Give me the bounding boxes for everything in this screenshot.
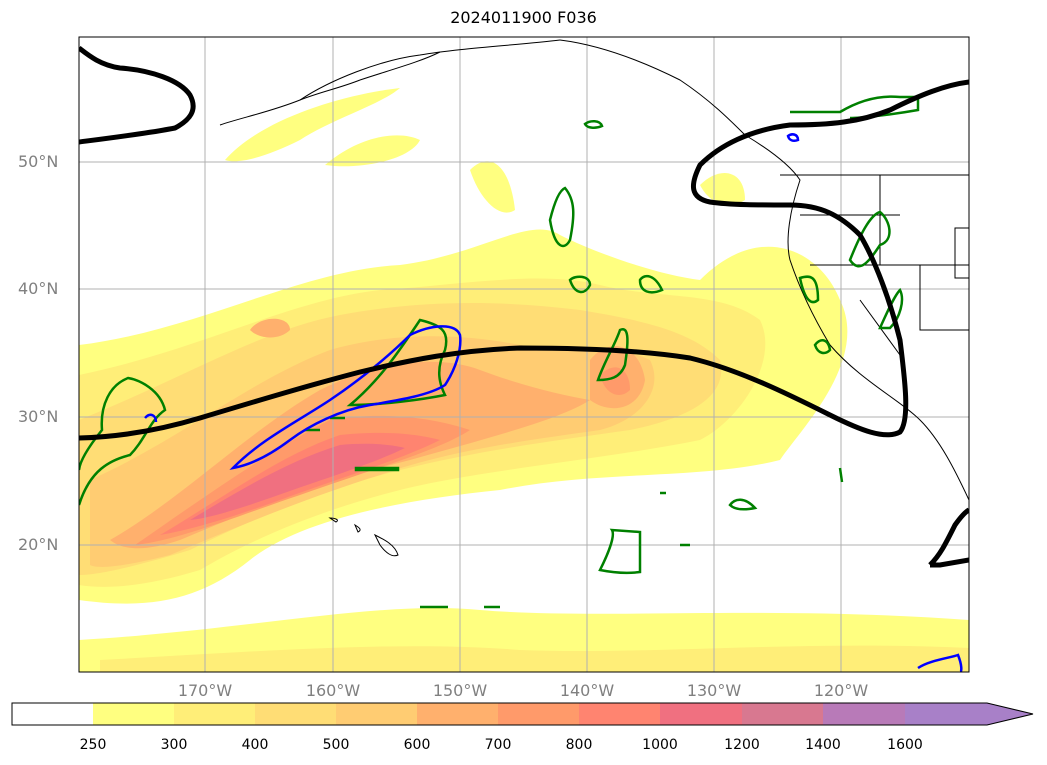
lat-label-30n: 30°N xyxy=(18,407,59,426)
lon-label-130w: 130°W xyxy=(686,681,742,700)
colorbar-tick-label: 1600 xyxy=(887,737,923,753)
colorbar-tick-label: 400 xyxy=(241,737,269,753)
black-contours xyxy=(79,46,969,568)
lat-label-40n: 40°N xyxy=(18,279,59,298)
colorbar-tick-label: 800 xyxy=(565,737,593,753)
lon-label-150w: 150°W xyxy=(432,681,488,700)
colorbar-tick-label: 1200 xyxy=(724,737,760,753)
lat-label-50n: 50°N xyxy=(18,152,59,171)
lat-label-20n: 20°N xyxy=(18,535,59,554)
graticule xyxy=(79,37,969,672)
ivt-filled-contours xyxy=(79,88,969,672)
colorbar-tick-label: 600 xyxy=(403,737,431,753)
lon-label-140w: 140°W xyxy=(559,681,615,700)
lon-label-120w: 120°W xyxy=(813,681,869,700)
colorbar-tick-label: 300 xyxy=(160,737,188,753)
coastlines xyxy=(219,39,969,557)
lon-label-170w: 170°W xyxy=(177,681,233,700)
colorbar-tick-label: 1400 xyxy=(805,737,841,753)
colorbar-tick-label: 700 xyxy=(484,737,512,753)
colorbar-tick-label: 1000 xyxy=(642,737,678,753)
lon-label-160w: 160°W xyxy=(305,681,361,700)
map-frame xyxy=(78,36,970,673)
map-title: 2024011900 F036 xyxy=(450,8,597,27)
colorbar-tick-label: 250 xyxy=(79,737,107,753)
colorbar xyxy=(11,702,1034,726)
colorbar-tick-label: 500 xyxy=(322,737,350,753)
